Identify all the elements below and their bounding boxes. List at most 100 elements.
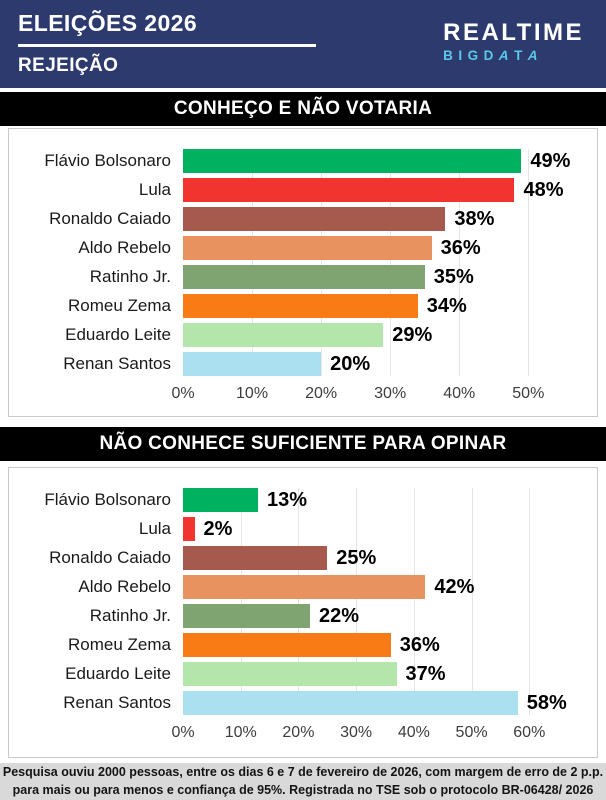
value-label: 48% <box>523 178 564 201</box>
category-label: Romeu Zema <box>68 296 171 315</box>
gridline <box>390 149 392 376</box>
value-label: 2% <box>203 517 233 540</box>
value-label: 13% <box>267 488 308 511</box>
chart2-title: NÃO CONHECE SUFICIENTE PARA OPINAR <box>99 433 507 454</box>
value-label: 37% <box>405 662 446 685</box>
bar-area: 48% <box>183 178 587 202</box>
bar <box>183 294 418 318</box>
bar <box>183 149 522 173</box>
chart-row: Ratinho Jr. 22% <box>9 604 597 628</box>
value-label: 42% <box>434 575 475 598</box>
category-label: Ratinho Jr. <box>89 606 171 625</box>
chart-row: Renan Santos 58% <box>9 691 597 715</box>
category-label: Romeu Zema <box>68 635 171 654</box>
chart-row: Renan Santos 20% <box>9 352 597 376</box>
footer-line1: Pesquisa ouviu 2000 pessoas, entre os di… <box>2 764 604 779</box>
category-label: Lula <box>138 180 171 199</box>
axis-tick-label: 10% <box>224 724 257 741</box>
chart-row: Romeu Zema 34% <box>9 294 597 318</box>
chart-row: Flávio Bolsonaro 49% <box>9 149 597 173</box>
bar <box>183 236 432 260</box>
chart2-x-axis: 0% 10% 20% 30% 40% 50% 60% <box>171 721 587 747</box>
bar-area: 42% <box>183 575 587 599</box>
bar <box>183 207 446 231</box>
category-label: Ratinho Jr. <box>89 267 171 286</box>
category-label: Renan Santos <box>63 354 171 373</box>
value-label: 36% <box>440 236 481 259</box>
bar-area: 29% <box>183 323 587 347</box>
chart-row: Lula 48% <box>9 178 597 202</box>
chart-row: Eduardo Leite 29% <box>9 323 597 347</box>
bar-area: 36% <box>183 633 587 657</box>
chart1-title: CONHEÇO E NÃO VOTARIA <box>173 98 433 119</box>
gridline <box>240 488 242 715</box>
category-label: Ronaldo Caiado <box>49 209 171 228</box>
page-subtitle: REJEIÇÃO <box>18 55 119 76</box>
category-label: Lula <box>138 519 171 538</box>
gridline <box>413 488 415 715</box>
category-label: Aldo Rebelo <box>78 577 171 596</box>
axis-tick-label: 30% <box>374 385 407 402</box>
value-label: 25% <box>336 546 377 569</box>
bar-area: 36% <box>183 236 587 260</box>
bar <box>183 488 259 512</box>
bar <box>183 517 195 541</box>
gridline <box>528 149 530 376</box>
bar-area: 58% <box>183 691 587 715</box>
chart-row: Ronaldo Caiado 38% <box>9 207 597 231</box>
chart1-gridlines <box>183 149 587 376</box>
bar <box>183 575 426 599</box>
chart-row: Eduardo Leite 37% <box>9 662 597 686</box>
bar-area: 34% <box>183 294 587 318</box>
bar-area: 37% <box>183 662 587 686</box>
bar <box>183 323 384 347</box>
value-label: 36% <box>399 633 440 656</box>
axis-tick-label: 0% <box>171 385 195 402</box>
gridline <box>252 149 254 376</box>
value-label: 34% <box>426 294 467 317</box>
chart1-panel: Flávio Bolsonaro 49% Lula 48% Ronaldo Caiado… <box>8 128 598 417</box>
axis-tick-label: 40% <box>397 724 430 741</box>
bar <box>183 604 310 628</box>
axis-tick-label: 50% <box>512 385 545 402</box>
axis-tick-label: 20% <box>282 724 315 741</box>
gridline <box>471 488 473 715</box>
bar-area: 20% <box>183 352 587 376</box>
value-label: 29% <box>392 323 433 346</box>
bar <box>183 265 425 289</box>
gridline <box>298 488 300 715</box>
value-label: 58% <box>526 691 567 714</box>
bar-area: 38% <box>183 207 587 231</box>
category-label: Flávio Bolsonaro <box>44 151 171 170</box>
bar-area: 2% <box>183 517 587 541</box>
gridline <box>529 488 531 715</box>
chart-row: Flávio Bolsonaro 13% <box>9 488 597 512</box>
chart-row: Aldo Rebelo 36% <box>9 236 597 260</box>
bar <box>183 178 515 202</box>
axis-tick-label: 30% <box>340 724 373 741</box>
category-label: Renan Santos <box>63 693 171 712</box>
category-label: Eduardo Leite <box>65 664 171 683</box>
value-label: 49% <box>530 149 571 172</box>
axis-tick-label: 20% <box>305 385 338 402</box>
axis-tick-label: 0% <box>171 724 195 741</box>
brand-line1: REALTIME <box>443 19 584 46</box>
value-label: 38% <box>454 207 495 230</box>
category-label: Flávio Bolsonaro <box>44 490 171 509</box>
bar-area: 13% <box>183 488 587 512</box>
category-label: Eduardo Leite <box>65 325 171 344</box>
value-label: 35% <box>433 265 474 288</box>
footer-note: Pesquisa ouviu 2000 pessoas, entre os di… <box>0 763 606 800</box>
chart2-title-bar: NÃO CONHECE SUFICIENTE PARA OPINAR <box>0 427 606 461</box>
axis-tick-label: 60% <box>513 724 546 741</box>
value-label: 22% <box>318 604 359 627</box>
bar-area: 25% <box>183 546 587 570</box>
chart-row: Aldo Rebelo 42% <box>9 575 597 599</box>
chart-row: Ronaldo Caiado 25% <box>9 546 597 570</box>
bar <box>183 691 518 715</box>
bar-area: 22% <box>183 604 587 628</box>
header-divider <box>18 44 316 47</box>
value-label: 20% <box>330 352 371 375</box>
chart2-rows: Flávio Bolsonaro 13% Lula 2% Ronaldo Caiado 2… <box>9 488 597 715</box>
bar-area: 35% <box>183 265 587 289</box>
